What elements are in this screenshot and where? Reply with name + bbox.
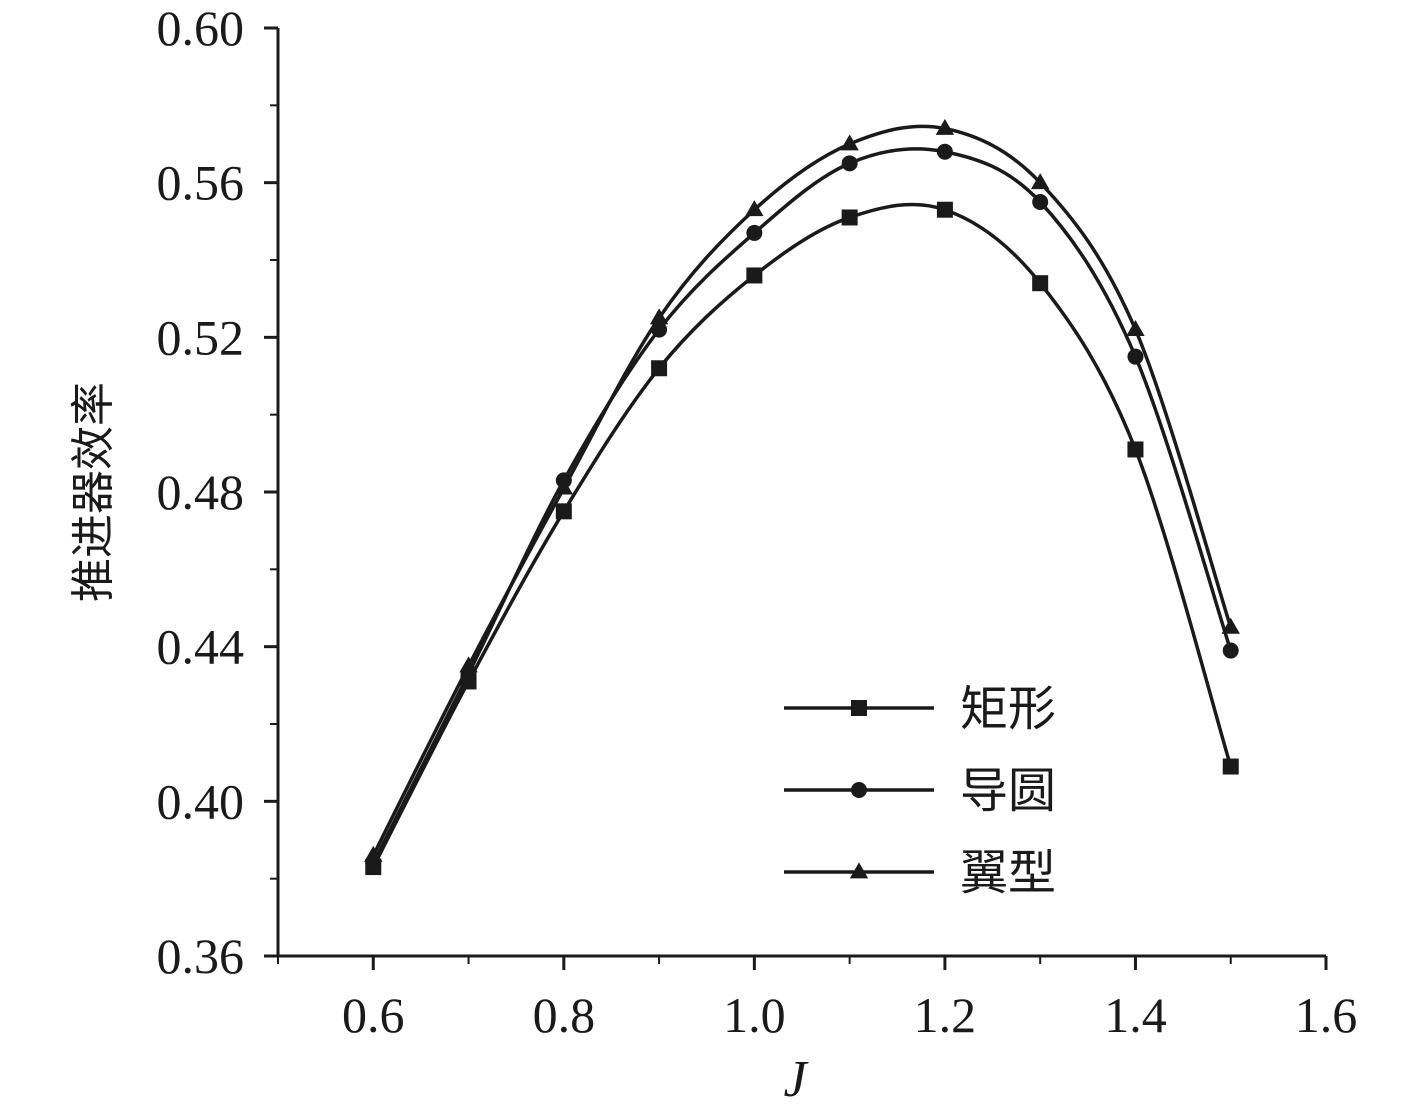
- legend-item: 翼型: [784, 845, 1056, 901]
- marker-square: [851, 700, 867, 716]
- series-line: [371, 147, 1233, 864]
- marker-circle: [841, 155, 858, 172]
- x-tick-label: 0.6: [342, 987, 405, 1043]
- marker-square: [746, 267, 763, 284]
- series-line: [371, 202, 1233, 868]
- marker-triangle: [649, 308, 669, 325]
- x-tick-label: 1.4: [1104, 987, 1167, 1043]
- y-tick-label: 0.52: [157, 309, 245, 365]
- legend-item: 矩形: [784, 681, 1056, 737]
- marker-triangle: [745, 200, 764, 217]
- marker-square: [1222, 758, 1239, 775]
- y-tick-label: 0.56: [157, 155, 245, 211]
- axes: 0.36 0.40 0.44 0.48 0.52 0.56 0.60 0.6 0.8 1.0 1.2…: [157, 0, 1358, 1043]
- series-layer: [364, 118, 1240, 876]
- marker-circle: [936, 143, 953, 160]
- x-tick-label: 1.2: [914, 987, 977, 1043]
- marker-circle: [851, 782, 867, 798]
- marker-square: [1127, 441, 1144, 458]
- y-axis-title: 推进器效率: [68, 382, 119, 602]
- marker-square: [651, 360, 668, 377]
- marker-square: [555, 503, 572, 520]
- legend-item: 导圆: [784, 763, 1056, 819]
- marker-triangle: [554, 478, 574, 495]
- marker-circle: [746, 224, 763, 241]
- y-tick-label: 0.60: [157, 0, 245, 56]
- y-tick-label: 0.40: [157, 773, 245, 829]
- x-tick-label: 0.8: [533, 987, 596, 1043]
- y-tick-label: 0.36: [157, 928, 245, 984]
- x-axis-title: J: [783, 1051, 809, 1108]
- series-line: [371, 124, 1233, 857]
- marker-triangle: [1030, 173, 1050, 190]
- marker-square: [1032, 275, 1049, 292]
- x-tick-label: 1.0: [723, 987, 786, 1043]
- marker-triangle: [1221, 617, 1240, 634]
- x-tick-label: 1.6: [1295, 987, 1358, 1043]
- marker-square: [936, 201, 953, 218]
- marker-circle: [1127, 348, 1144, 365]
- marker-triangle: [1126, 320, 1145, 336]
- marker-triangle: [364, 845, 383, 862]
- series-square: [365, 201, 1239, 876]
- marker-circle: [1222, 642, 1239, 659]
- marker-triangle: [935, 118, 955, 135]
- series-circle: [365, 143, 1239, 872]
- series-triangle: [364, 118, 1240, 862]
- legend-label: 翼型: [960, 845, 1056, 901]
- marker-triangle: [849, 862, 869, 879]
- marker-triangle: [840, 134, 859, 151]
- legend-label: 矩形: [960, 681, 1056, 737]
- marker-triangle: [459, 656, 478, 673]
- marker-square: [841, 209, 858, 226]
- y-tick-label: 0.48: [157, 464, 245, 520]
- legend-label: 导圆: [960, 763, 1056, 819]
- marker-circle: [1032, 194, 1049, 210]
- y-tick-label: 0.44: [157, 619, 245, 675]
